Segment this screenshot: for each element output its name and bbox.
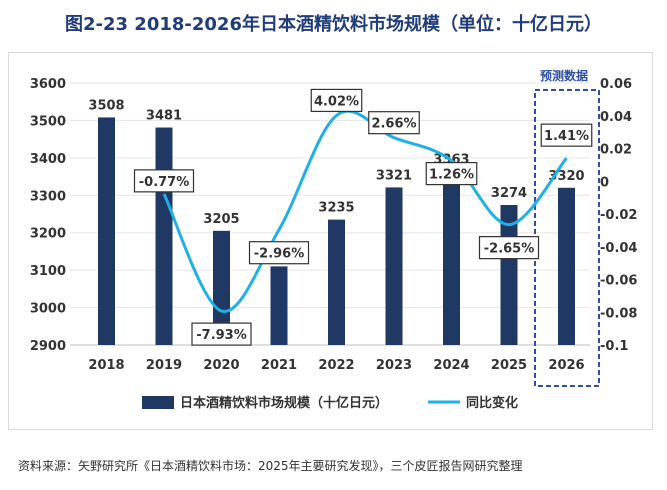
bar bbox=[98, 117, 115, 345]
x-axis-tick: 2022 bbox=[318, 358, 354, 373]
legend-bar-swatch bbox=[142, 396, 174, 409]
bar bbox=[213, 230, 230, 345]
left-axis-tick: 3000 bbox=[30, 302, 66, 317]
x-axis-tick: 2025 bbox=[491, 358, 527, 373]
forecast-label: 预测数据 bbox=[540, 68, 588, 83]
line-value-box bbox=[310, 88, 363, 113]
legend-bar-label: 日本酒精饮料市场规模（十亿日元） bbox=[180, 395, 388, 411]
chart-title: 图2-23 2018-2026年日本酒精饮料市场规模（单位：十亿日元） bbox=[65, 14, 602, 35]
bar-value-label: 3205 bbox=[203, 212, 239, 227]
left-axis-tick: 3400 bbox=[30, 152, 66, 167]
line-value-label: 1.41% bbox=[544, 129, 589, 144]
line-value-label: 4.02% bbox=[314, 94, 359, 109]
left-axis-tick: 2900 bbox=[30, 339, 66, 354]
line-value-label: 2.66% bbox=[371, 117, 416, 132]
right-axis-tick: -0.02 bbox=[600, 208, 637, 223]
x-axis-tick: 2019 bbox=[146, 358, 182, 373]
bar bbox=[385, 187, 403, 345]
bar bbox=[270, 266, 288, 345]
line-value-box bbox=[248, 241, 310, 265]
x-axis-tick: 2023 bbox=[376, 358, 412, 373]
line-value-box bbox=[540, 123, 593, 147]
line-value-label: -0.77% bbox=[139, 175, 190, 190]
bar bbox=[328, 219, 345, 345]
left-axis-tick: 3200 bbox=[30, 227, 66, 242]
line-value-box bbox=[478, 236, 540, 260]
right-axis-tick: 0.06 bbox=[600, 77, 632, 92]
x-axis-tick: 2024 bbox=[433, 358, 469, 373]
line-value-label: -2.96% bbox=[254, 247, 305, 262]
left-axis-tick: 3500 bbox=[30, 114, 66, 129]
right-axis-tick: 0.04 bbox=[600, 110, 632, 125]
chart-frame bbox=[8, 52, 653, 430]
combo-chart: 2900 3000 3100 3200 3300 3400 3500 3600 -0.1 -0.0… bbox=[30, 68, 638, 411]
right-axis-tick: 0 bbox=[600, 175, 609, 190]
bar-value-label: 3274 bbox=[491, 186, 527, 201]
bar-value-label: 3481 bbox=[146, 109, 182, 124]
right-axis-tick: 0.02 bbox=[600, 143, 632, 158]
bar-value-label: 3235 bbox=[318, 201, 354, 216]
line-value-label: -2.65% bbox=[484, 242, 535, 257]
x-axis-tick: 2018 bbox=[88, 358, 124, 373]
x-axis-tick: 2021 bbox=[261, 358, 297, 373]
x-axis-tick: 2026 bbox=[548, 358, 584, 373]
bar bbox=[443, 171, 460, 345]
bar bbox=[558, 187, 575, 345]
x-axis-tick: 2020 bbox=[203, 358, 239, 373]
right-axis-tick: -0.04 bbox=[600, 241, 637, 256]
line-value-box bbox=[368, 111, 420, 135]
line-value-label: 1.26% bbox=[429, 168, 474, 183]
legend-line-label: 同比变化 bbox=[466, 395, 518, 411]
left-axis-tick: 3300 bbox=[30, 189, 66, 204]
source-note: 资料来源：矢野研究所《日本酒精饮料市场：2025年主要研究发现》，三个皮匠报告网… bbox=[18, 459, 523, 473]
line-value-box bbox=[425, 162, 478, 186]
right-axis-tick: -0.08 bbox=[600, 306, 637, 321]
line-value-box bbox=[133, 169, 195, 193]
bar-value-label: 3508 bbox=[88, 98, 124, 113]
line-value-box bbox=[191, 322, 252, 346]
left-axis-tick: 3100 bbox=[30, 264, 66, 279]
line-value-label: -7.93% bbox=[196, 328, 247, 343]
bar-value-label: 3321 bbox=[376, 168, 412, 183]
bar bbox=[155, 127, 173, 345]
right-axis-tick: -0.1 bbox=[600, 339, 628, 354]
right-axis-tick: -0.06 bbox=[600, 274, 637, 289]
left-axis-tick: 3600 bbox=[30, 77, 66, 92]
